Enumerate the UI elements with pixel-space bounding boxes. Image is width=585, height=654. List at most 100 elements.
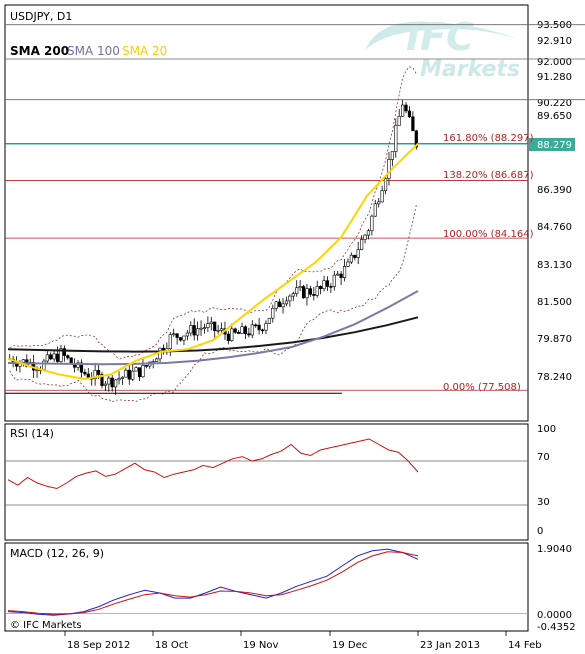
- candle-body: [96, 370, 101, 375]
- candle-body: [185, 332, 189, 337]
- macd-panel: [4, 542, 529, 632]
- price-tick: 86.390: [537, 185, 572, 196]
- fib-label: 161.80% (88.297): [443, 133, 534, 144]
- fib-label: 138.20% (86.687): [443, 170, 534, 181]
- candle-body: [107, 377, 111, 385]
- candle-body: [155, 358, 159, 362]
- candle-body: [93, 370, 97, 380]
- candle-body: [298, 286, 302, 289]
- ifc-logo: IFC Markets: [365, 15, 520, 82]
- candle-body: [315, 286, 319, 296]
- candle-body: [394, 125, 398, 152]
- candle-body: [144, 365, 148, 367]
- macd-tick: 1.9040: [537, 544, 572, 555]
- candle-body: [182, 335, 186, 341]
- candle-body: [79, 362, 84, 373]
- candle-body: [226, 333, 230, 341]
- candle-body: [360, 239, 364, 250]
- candle-body: [131, 370, 135, 380]
- sma200-legend: SMA 200: [10, 44, 69, 58]
- candle-body: [206, 323, 210, 328]
- candle-body: [356, 249, 360, 258]
- candle-body: [390, 151, 394, 160]
- candle-body: [120, 376, 125, 379]
- macd-signal-line: [7, 551, 419, 615]
- fib-label: 100.00% (84.164): [443, 229, 534, 240]
- candle-body: [114, 379, 118, 388]
- macd-tick: -0.4352: [537, 622, 576, 633]
- price-tick: 93.500: [537, 20, 572, 31]
- candle-body: [55, 353, 60, 362]
- candle-body: [240, 326, 244, 334]
- candle-body: [76, 362, 80, 368]
- sma100-legend: SMA 100: [67, 44, 120, 58]
- candle-body: [237, 332, 241, 334]
- candle-body: [124, 369, 128, 378]
- candle-body: [414, 130, 418, 148]
- price-tick: 83.130: [537, 260, 572, 271]
- candle-body: [49, 354, 53, 360]
- candle-body: [209, 321, 213, 324]
- candle-body: [257, 324, 261, 331]
- candle-body: [137, 367, 142, 378]
- rsi-tick: 0: [537, 526, 543, 537]
- candle-body: [260, 329, 265, 332]
- price-tick: 81.500: [537, 297, 572, 308]
- candle-body: [383, 178, 388, 192]
- candle-body: [21, 359, 25, 363]
- candle-body: [189, 325, 193, 334]
- candle-body: [196, 328, 200, 336]
- candle-body: [175, 333, 179, 338]
- candle-body: [264, 323, 268, 331]
- price-tick: 79.870: [537, 334, 572, 345]
- candle-body: [103, 383, 107, 386]
- candle-body: [59, 348, 63, 362]
- candle-body: [45, 354, 49, 362]
- candle-body: [100, 374, 104, 386]
- candle-body: [117, 378, 121, 381]
- bollinger-lower: [9, 204, 417, 403]
- candle-body: [69, 357, 73, 365]
- candle-body: [168, 334, 172, 349]
- candle-body: [192, 325, 196, 336]
- candle-body: [329, 286, 333, 288]
- date-tick: 23 Jan 2013: [420, 640, 480, 651]
- candle-body: [397, 116, 401, 126]
- price-tick: 78.240: [537, 372, 572, 383]
- candle-body: [301, 286, 306, 299]
- macd-title: MACD (12, 26, 9): [10, 547, 104, 560]
- candle-body: [254, 324, 258, 327]
- price-tick: 90.220: [537, 98, 572, 109]
- candle-body: [110, 377, 114, 388]
- candle-body: [250, 324, 254, 336]
- date-tick: 18 Sep 2012: [67, 640, 130, 651]
- candle-body: [284, 300, 289, 305]
- candle-body: [377, 201, 381, 205]
- logo-subtext: Markets: [420, 57, 520, 82]
- rsi-line: [7, 438, 419, 490]
- candle-body: [278, 301, 282, 308]
- symbol-title: USDJPY, D1: [10, 10, 72, 23]
- candle-body: [404, 104, 408, 112]
- sma20-legend: SMA 20: [122, 44, 167, 58]
- sma20-line: [7, 142, 419, 381]
- candle-body: [172, 333, 176, 336]
- bollinger-upper: [9, 66, 417, 359]
- logo-text: IFC: [406, 15, 474, 59]
- candle-body: [230, 328, 234, 341]
- candle-body: [308, 288, 312, 295]
- candle-body: [66, 355, 70, 359]
- candle-body: [401, 104, 405, 117]
- candle-body: [353, 254, 357, 258]
- candle-body: [199, 327, 203, 330]
- candle-body: [305, 288, 309, 299]
- date-tick: 19 Dec: [332, 640, 367, 651]
- candle-body: [202, 327, 207, 329]
- candle-body: [387, 159, 391, 179]
- candle-body: [288, 295, 292, 302]
- candle-body: [216, 329, 220, 332]
- candle-body: [134, 367, 138, 372]
- rsi-tick: 70: [537, 452, 550, 463]
- candle-body: [366, 230, 371, 236]
